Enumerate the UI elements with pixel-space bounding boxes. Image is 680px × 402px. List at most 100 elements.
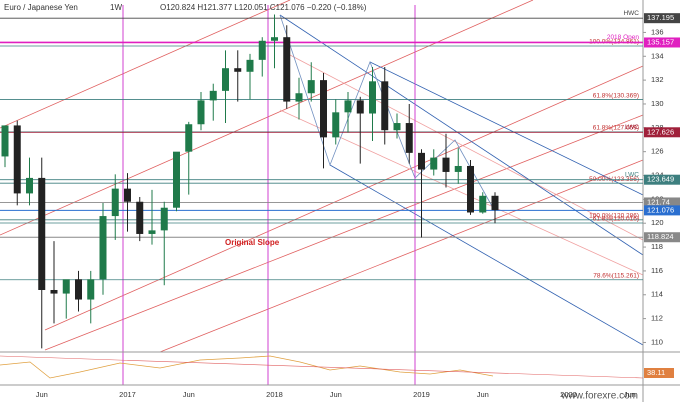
candle-body bbox=[111, 188, 119, 217]
fib-label: 61.8%(130.369) bbox=[593, 92, 639, 99]
level-label: 135.157 bbox=[647, 37, 674, 46]
y-tick-label: 130 bbox=[651, 99, 664, 108]
candle-body bbox=[258, 40, 266, 60]
fib-label: 78.6%(115.261) bbox=[593, 272, 639, 279]
fib-label: 61.8%(127.659) bbox=[593, 125, 639, 132]
y-tick-label: 110 bbox=[651, 337, 663, 346]
channel-line bbox=[44, 114, 644, 351]
level-box bbox=[644, 13, 680, 24]
candle-body bbox=[26, 177, 33, 194]
y-tick-label: 116 bbox=[651, 266, 663, 275]
candle-body bbox=[344, 100, 352, 113]
candle-body bbox=[185, 124, 193, 152]
candle-body bbox=[62, 279, 70, 294]
candle-body bbox=[99, 216, 107, 280]
trend-channels bbox=[0, 0, 644, 353]
candle-body bbox=[124, 188, 131, 202]
rsi-line bbox=[0, 355, 494, 379]
candle-body bbox=[283, 37, 291, 102]
y-tick-label: 134 bbox=[651, 51, 664, 60]
candle-body bbox=[479, 195, 487, 213]
candle-body bbox=[356, 100, 364, 114]
swing-path bbox=[279, 14, 494, 209]
candle-body bbox=[332, 112, 340, 138]
candle-body bbox=[430, 157, 438, 170]
candle-body bbox=[369, 81, 376, 114]
level-box bbox=[644, 174, 680, 185]
channel-line bbox=[279, 14, 644, 256]
candle-body bbox=[454, 165, 462, 172]
y-tick-label: 112 bbox=[651, 314, 663, 323]
x-tick-label: 2018 bbox=[266, 390, 283, 399]
candle-body bbox=[491, 195, 499, 211]
channel-line bbox=[44, 65, 644, 331]
interval: 1W bbox=[110, 3, 122, 12]
rsi-box bbox=[644, 368, 674, 378]
x-tick-label: 2019 bbox=[413, 390, 430, 399]
channel-line bbox=[329, 164, 644, 346]
candle-body bbox=[148, 230, 156, 234]
y-tick-label: 114 bbox=[651, 290, 663, 299]
level-label: 137.195 bbox=[647, 13, 674, 22]
fib-label: 100.0%(120.286) bbox=[589, 213, 639, 220]
level-box bbox=[644, 197, 680, 208]
candle-body bbox=[50, 289, 58, 294]
x-tick-label: Jun bbox=[330, 390, 342, 399]
candle-body bbox=[381, 81, 389, 131]
y-tick-label: 136 bbox=[651, 27, 664, 36]
candle-body bbox=[136, 201, 144, 234]
y-tick-label: 132 bbox=[651, 75, 664, 84]
rsi-label: 38.11 bbox=[647, 368, 665, 377]
level-note: LWC bbox=[625, 171, 639, 178]
x-tick-label: 2020 bbox=[560, 390, 577, 399]
candle-body bbox=[467, 165, 474, 213]
candle-body bbox=[307, 80, 315, 94]
x-tick-label: 2017 bbox=[119, 390, 136, 399]
level-label: 127.626 bbox=[647, 127, 674, 136]
year-markers bbox=[122, 5, 416, 385]
level-note: HWC bbox=[623, 10, 639, 17]
channel-line bbox=[289, 54, 644, 241]
channel-line bbox=[159, 159, 644, 353]
rsi-trendline bbox=[0, 355, 644, 379]
candle-body bbox=[197, 100, 205, 125]
y-tick-label: 118 bbox=[651, 242, 663, 251]
channel-line bbox=[0, 0, 291, 129]
candle-body bbox=[246, 59, 254, 72]
annotation: Original Slope bbox=[225, 238, 280, 247]
candle-body bbox=[209, 90, 217, 101]
x-tick-label: Jun bbox=[477, 390, 489, 399]
candle-body bbox=[87, 279, 95, 300]
level-box bbox=[644, 127, 680, 138]
candle-body bbox=[320, 80, 327, 138]
candle-body bbox=[418, 152, 425, 170]
level-label: 118.824 bbox=[647, 232, 674, 241]
candle-body bbox=[271, 37, 278, 41]
x-tick-label: Jun bbox=[183, 390, 195, 399]
y-tick-label: 126 bbox=[651, 147, 664, 156]
candle-body bbox=[75, 279, 82, 300]
candle-body bbox=[173, 151, 180, 208]
candle-body bbox=[405, 123, 413, 153]
watermark: www.forexre.com bbox=[560, 391, 638, 402]
candle-body bbox=[295, 93, 303, 102]
candle-body bbox=[442, 157, 450, 172]
level-label: 123.649 bbox=[647, 175, 674, 184]
x-tick-label: Jun bbox=[624, 390, 636, 399]
level-box bbox=[644, 37, 680, 48]
candle-body bbox=[234, 68, 242, 72]
x-tick-label: Jun bbox=[36, 390, 48, 399]
candle-body bbox=[160, 207, 168, 231]
symbol: Euro / Japanese Yen bbox=[4, 3, 78, 12]
candle-body bbox=[393, 123, 401, 131]
level-box bbox=[644, 205, 680, 216]
level-label: 121.076 bbox=[647, 205, 674, 214]
channel-line bbox=[0, 0, 534, 236]
level-box bbox=[644, 232, 680, 243]
level-note: LWC bbox=[625, 124, 639, 131]
ohlc-header: O120.824 H121.377 L120.051 C121.076 −0.2… bbox=[160, 3, 367, 12]
candle-body bbox=[13, 125, 21, 194]
level-label: 121.74 bbox=[647, 197, 670, 206]
